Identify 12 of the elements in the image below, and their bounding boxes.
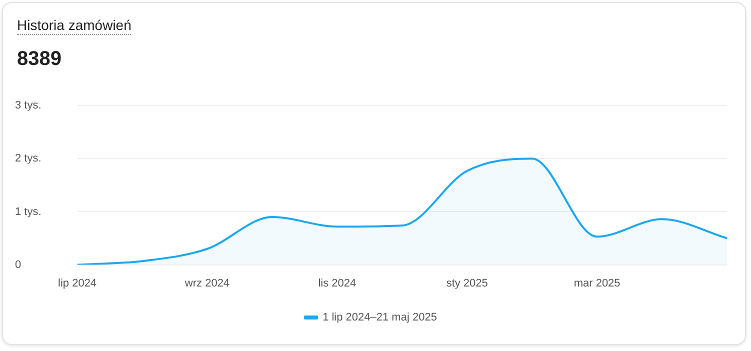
chart-title: Historia zamówień	[17, 17, 132, 35]
x-tick-label: lip 2024	[58, 277, 97, 290]
y-tick-label: 1 tys.	[15, 206, 42, 218]
x-tick-label: sty 2025	[446, 277, 488, 290]
y-tick-label: 0	[15, 258, 22, 271]
y-tick-label: 3 tys.	[15, 100, 42, 112]
x-tick-label: wrz 2024	[184, 277, 230, 290]
legend-label: 1 lip 2024–21 maj 2025	[322, 312, 437, 324]
chart-subtitle: 8389	[17, 48, 62, 71]
x-tick-label: mar 2025	[574, 277, 620, 290]
y-tick-label: 2 tys.	[15, 152, 42, 165]
x-tick-label: lis 2024	[318, 277, 356, 290]
